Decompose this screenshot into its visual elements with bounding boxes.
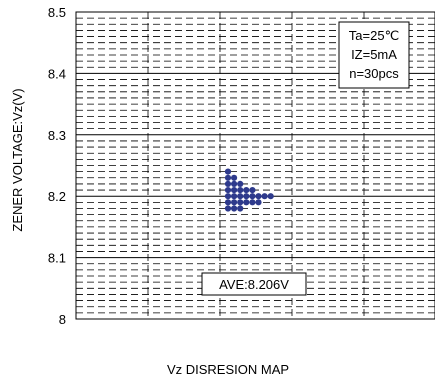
data-point: [237, 180, 244, 187]
condition-sample-count: n=30pcs: [349, 66, 399, 81]
data-point: [231, 205, 238, 212]
data-point: [249, 187, 256, 194]
data-point: [224, 193, 232, 200]
y-tick-label: 8: [59, 312, 66, 327]
y-tick-label: 8.2: [48, 189, 66, 204]
data-point: [231, 174, 238, 181]
data-point: [231, 199, 238, 206]
data-point: [231, 187, 238, 194]
average-box: AVE:8.206V: [201, 272, 307, 296]
data-point: [224, 187, 232, 194]
data-points: [224, 168, 274, 212]
y-axis-label: ZENER VOLTAGE:Vz(V): [10, 88, 25, 231]
data-point: [237, 205, 244, 212]
average-label: AVE:8.206V: [219, 277, 289, 292]
data-point: [237, 193, 244, 200]
data-point: [231, 180, 238, 187]
data-point: [243, 193, 250, 200]
data-point: [261, 193, 268, 200]
data-point: [249, 193, 256, 200]
data-point: [224, 205, 232, 212]
condition-temperature: Ta=25℃: [349, 28, 399, 43]
data-point: [237, 199, 244, 206]
y-tick-label: 8.5: [48, 5, 66, 20]
x-axis-label: Vz DISRESION MAP: [167, 362, 289, 377]
data-point: [231, 193, 238, 200]
data-point: [224, 199, 232, 206]
plot-frame: [75, 11, 435, 320]
data-point: [249, 199, 256, 206]
data-point: [243, 199, 250, 206]
data-point: [255, 199, 262, 206]
data-point: [237, 187, 244, 194]
condition-current: IZ=5mA: [351, 47, 397, 62]
data-point: [224, 174, 232, 181]
y-tick-labels: 8 8.1 8.2 8.3 8.4 8.5: [48, 5, 66, 327]
conditions-box: Ta=25℃ IZ=5mA n=30pcs: [338, 21, 410, 89]
y-tick-label: 8.3: [48, 128, 66, 143]
y-tick-label: 8.4: [48, 66, 66, 81]
data-point: [224, 180, 232, 187]
y-tick-label: 8.1: [48, 251, 66, 266]
data-point: [267, 193, 274, 200]
data-point: [243, 187, 250, 194]
data-point: [255, 193, 262, 200]
data-point: [224, 168, 232, 175]
